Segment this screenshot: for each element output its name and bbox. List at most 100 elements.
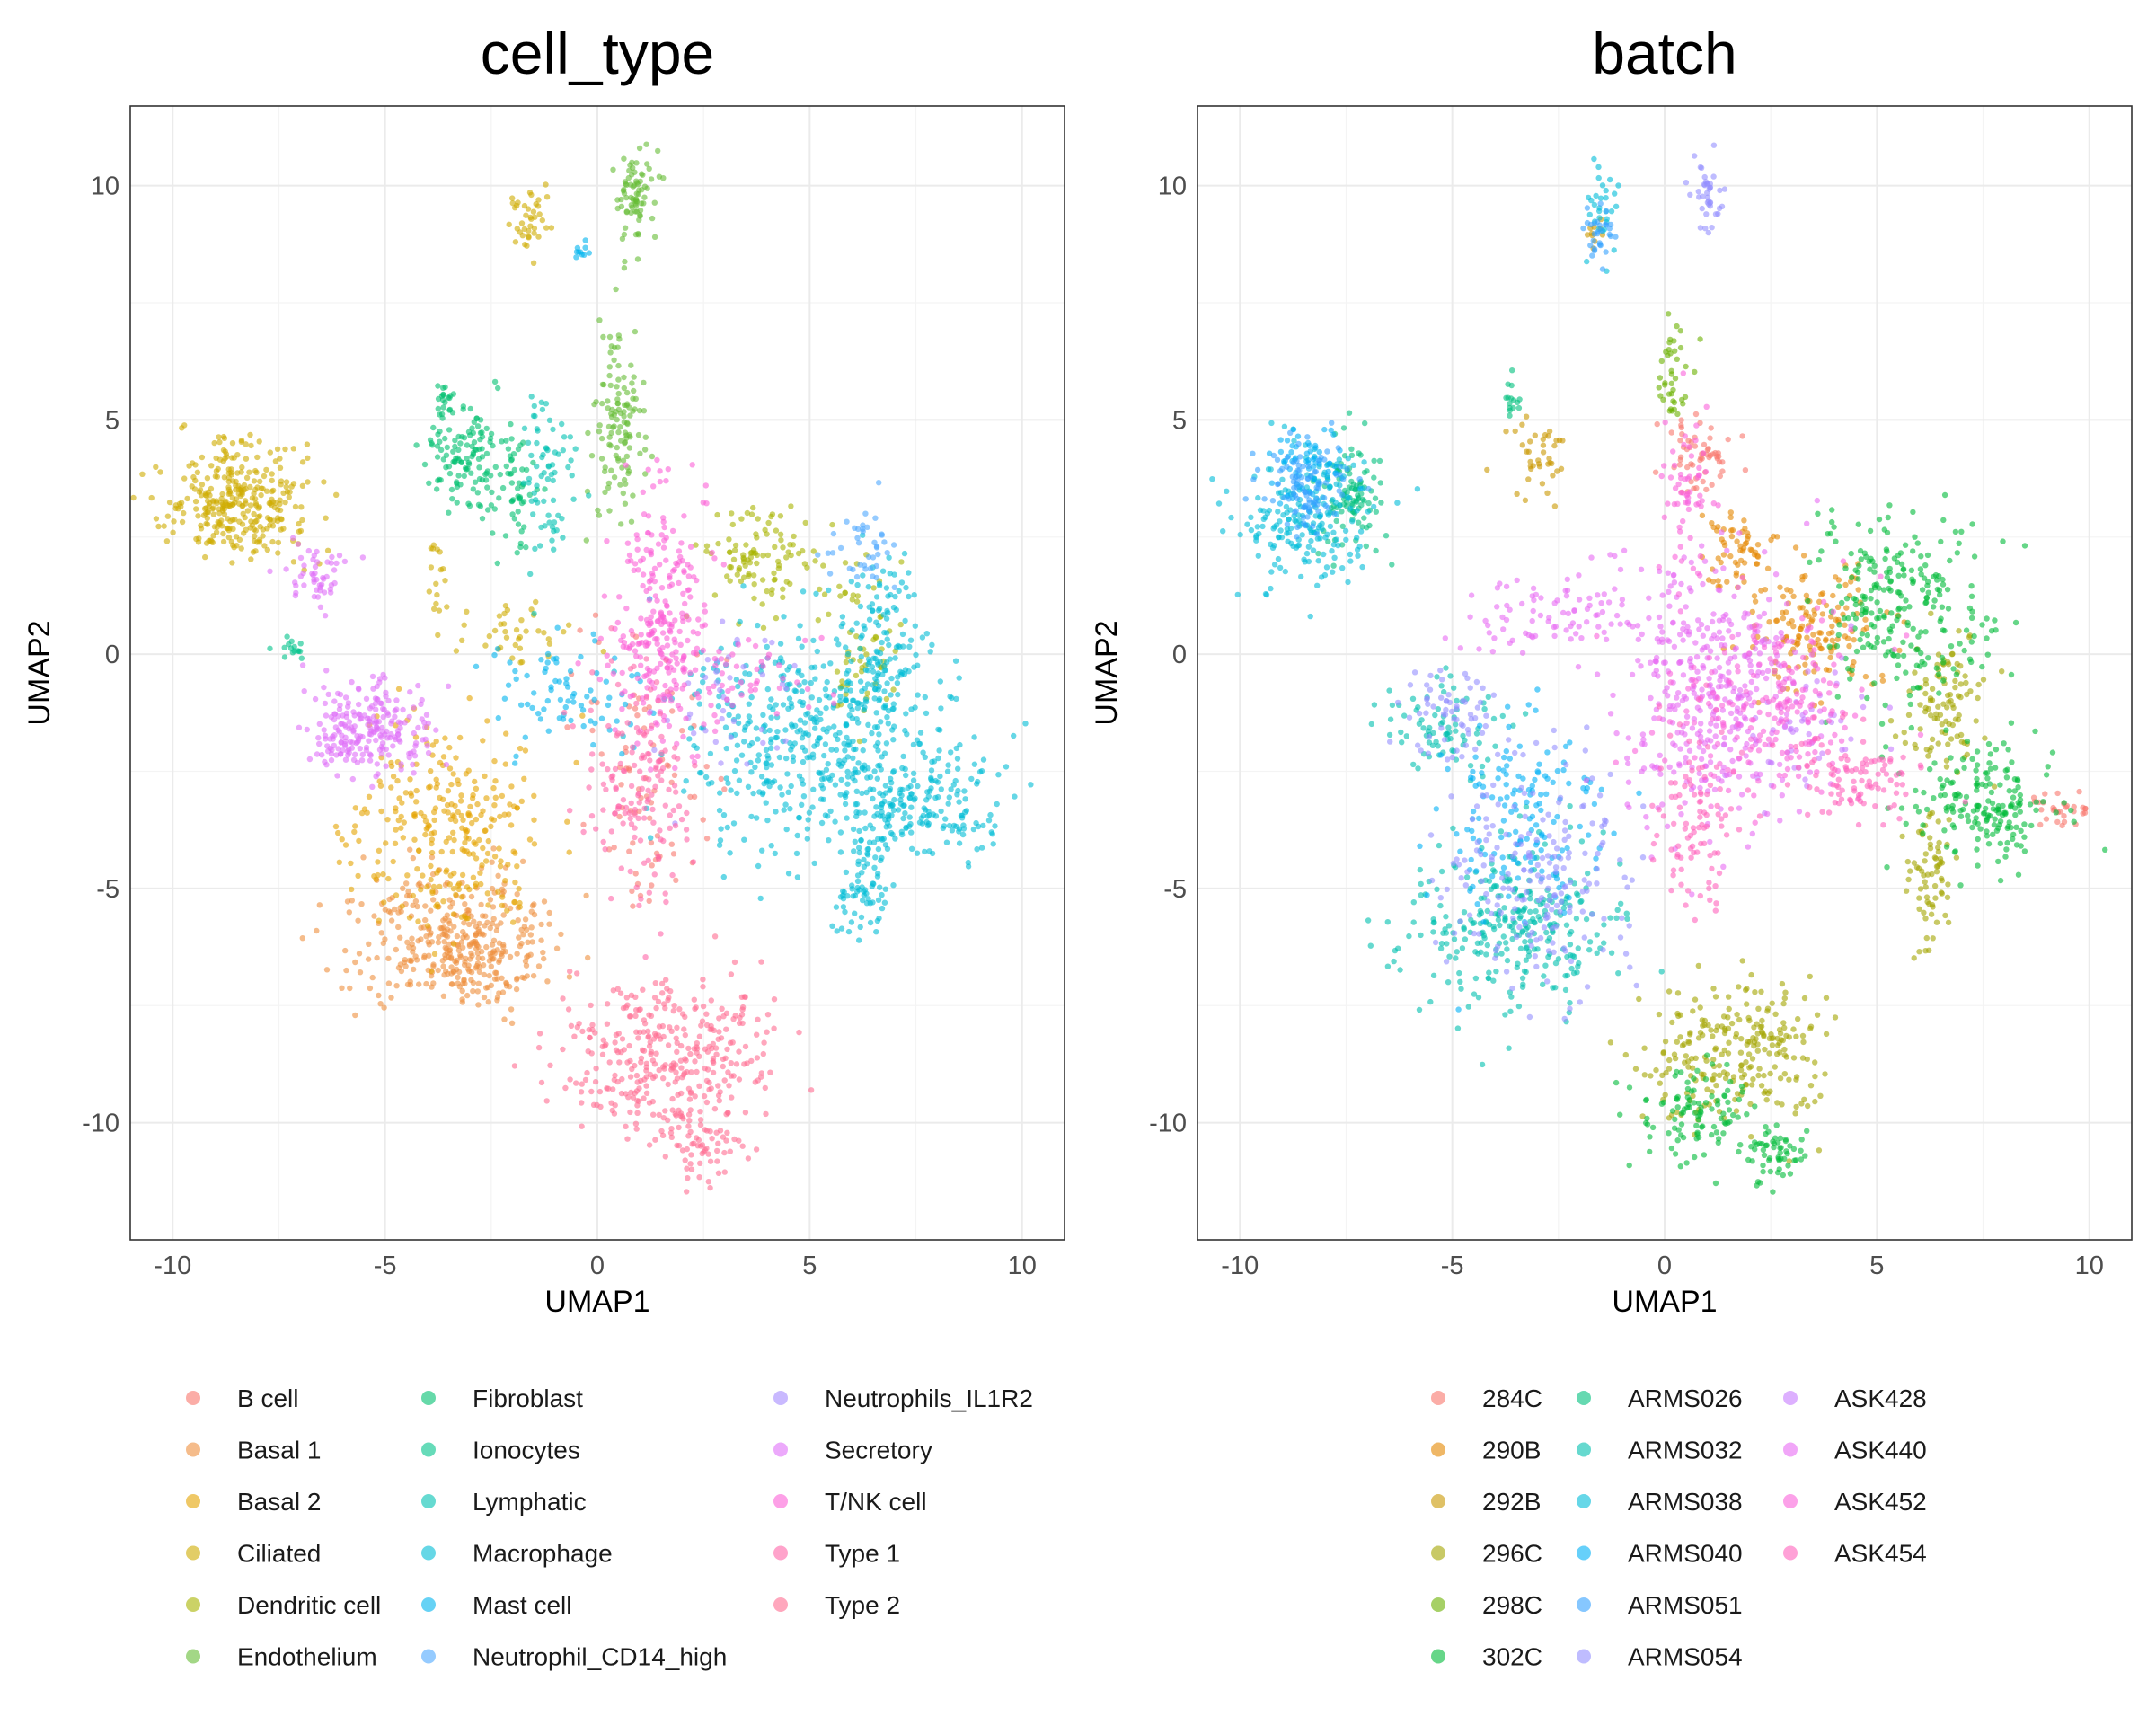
point (386, 896, 393, 903)
point (1697, 1004, 1703, 1011)
point (1671, 406, 1678, 412)
point (641, 379, 647, 386)
point (1539, 481, 1546, 487)
point (729, 1094, 735, 1101)
point (315, 735, 322, 741)
point (709, 780, 715, 786)
point (297, 554, 305, 562)
point (892, 593, 898, 600)
point (515, 509, 521, 515)
point (649, 679, 656, 686)
point (297, 641, 304, 647)
point (673, 1069, 679, 1075)
point (703, 764, 710, 770)
point (392, 906, 398, 913)
point (992, 823, 998, 829)
point (1780, 593, 1787, 600)
point (768, 513, 774, 520)
point (172, 502, 180, 509)
point (699, 1142, 706, 1148)
point (1937, 855, 1944, 862)
point (464, 992, 471, 999)
point (335, 829, 341, 836)
point (642, 434, 649, 440)
point (582, 1076, 589, 1084)
point (635, 431, 642, 438)
point (882, 886, 888, 892)
point (1917, 702, 1923, 708)
point (1803, 592, 1810, 598)
point (388, 995, 394, 1001)
point (2054, 818, 2061, 826)
point (748, 813, 755, 820)
point (862, 699, 870, 705)
point (435, 904, 441, 910)
point (485, 837, 491, 845)
point (503, 730, 509, 737)
point (208, 463, 215, 469)
point (658, 660, 664, 668)
point (553, 655, 560, 661)
point (705, 686, 712, 692)
point (837, 894, 844, 900)
point (451, 870, 457, 877)
point (1022, 721, 1029, 727)
point (753, 531, 759, 537)
point (580, 821, 587, 828)
point (510, 848, 517, 854)
point (799, 735, 806, 741)
point (331, 567, 338, 573)
point (714, 511, 720, 518)
point (870, 795, 876, 802)
point (248, 518, 254, 525)
point (518, 940, 525, 947)
point (727, 563, 733, 571)
point (613, 286, 619, 293)
point (732, 1013, 738, 1019)
point (1666, 1066, 1673, 1072)
point (1657, 375, 1664, 381)
point (468, 950, 474, 957)
point (445, 683, 452, 689)
point (1719, 1051, 1725, 1057)
point (620, 767, 627, 774)
point (689, 754, 695, 760)
point (679, 1075, 685, 1081)
point (620, 633, 626, 640)
point (758, 959, 764, 965)
point (1721, 1047, 1728, 1054)
point (890, 807, 897, 814)
point (1834, 604, 1842, 610)
point (424, 883, 430, 890)
point (339, 836, 345, 843)
point (500, 621, 508, 627)
point (710, 1069, 717, 1076)
point (1743, 1082, 1750, 1088)
point (648, 176, 655, 182)
point (623, 995, 630, 1001)
point (490, 937, 498, 944)
point (1750, 1076, 1756, 1083)
point (584, 1069, 590, 1076)
point (383, 840, 389, 846)
point (428, 862, 434, 870)
point (739, 1020, 746, 1027)
point (1758, 1083, 1765, 1089)
point (230, 478, 236, 484)
point (923, 631, 931, 637)
point (385, 955, 392, 962)
point (642, 639, 649, 645)
point (673, 649, 679, 655)
point (374, 954, 380, 961)
point (2061, 818, 2068, 825)
point (1874, 640, 1880, 646)
point (623, 804, 630, 811)
point (580, 722, 587, 730)
point (461, 622, 467, 628)
point (1732, 1096, 1738, 1103)
point (1816, 1147, 1823, 1154)
point (633, 160, 640, 166)
point (426, 942, 432, 948)
point (695, 616, 702, 623)
